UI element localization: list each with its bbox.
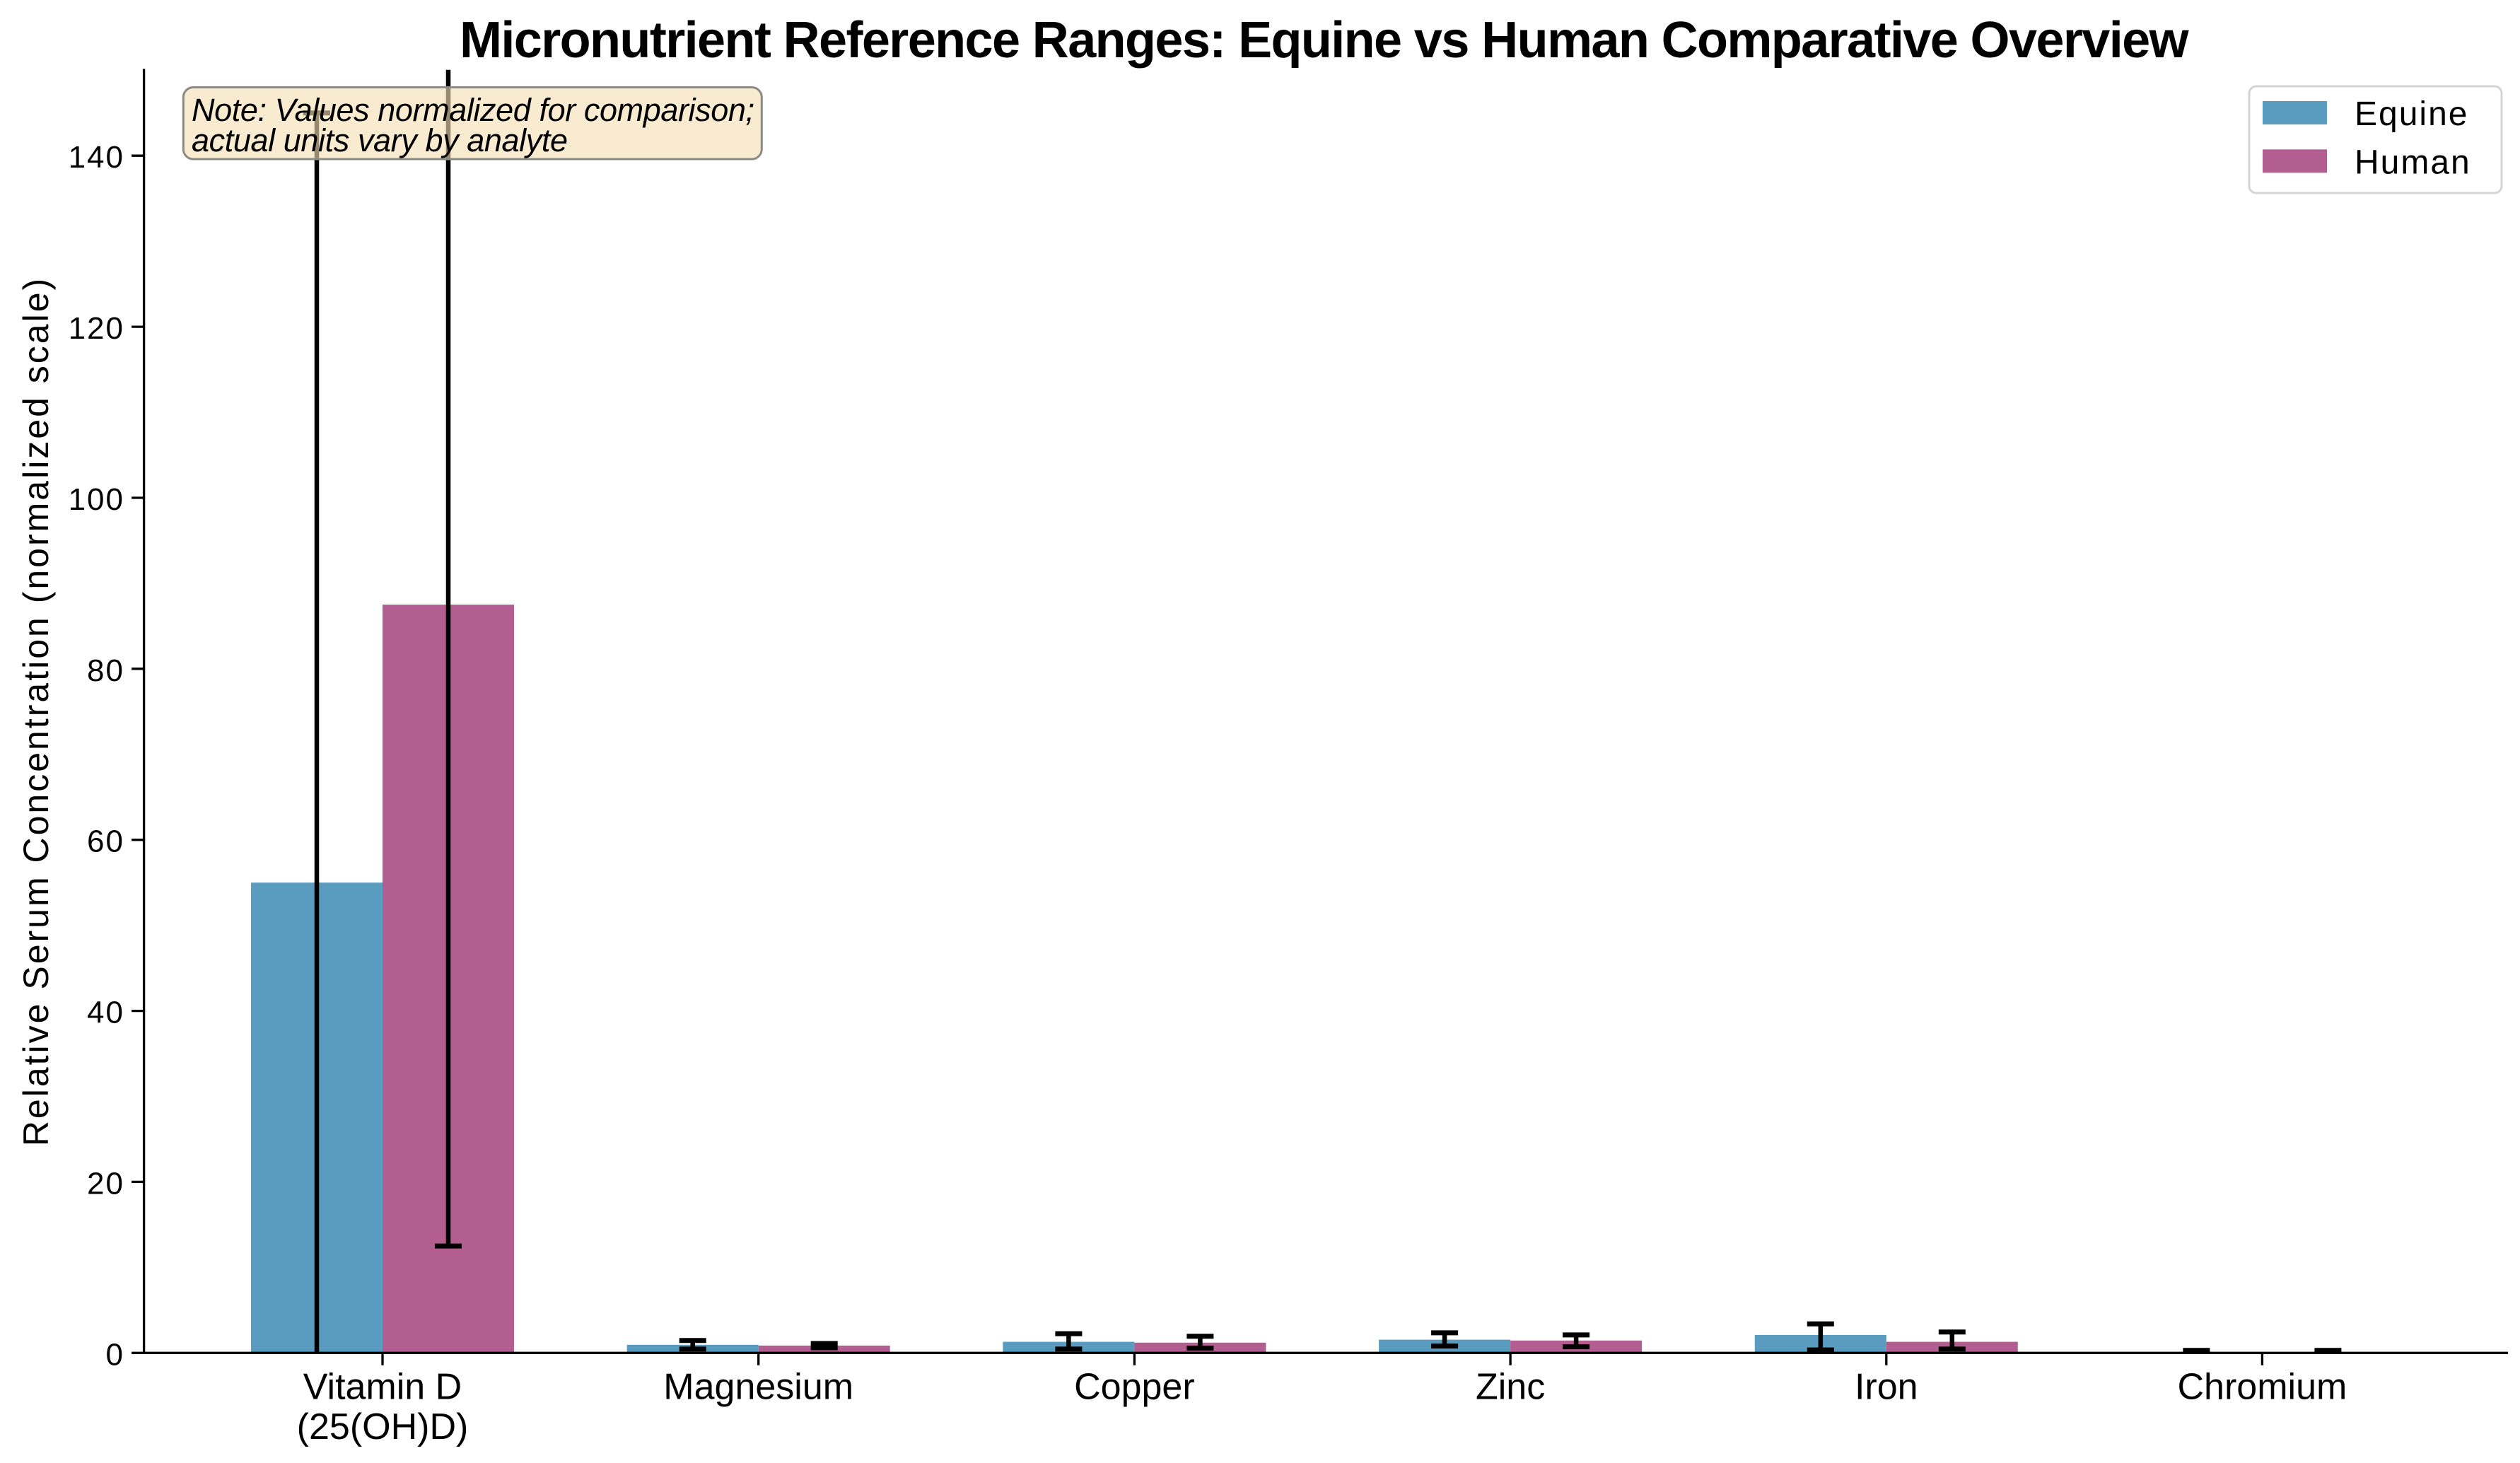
svg-text:Iron: Iron <box>1855 1367 1918 1408</box>
svg-text:120: 120 <box>69 311 124 346</box>
svg-text:Note: Values normalized for co: Note: Values normalized for comparison; <box>192 92 754 128</box>
svg-text:Zinc: Zinc <box>1476 1367 1545 1408</box>
svg-text:Equine: Equine <box>2355 95 2468 133</box>
svg-text:Copper: Copper <box>1074 1367 1195 1408</box>
svg-text:Relative Serum Concentration (: Relative Serum Concentration (normalized… <box>16 276 56 1146</box>
svg-text:(25(OH)D): (25(OH)D) <box>297 1406 469 1447</box>
svg-text:40: 40 <box>87 996 124 1030</box>
svg-text:140: 140 <box>69 140 124 175</box>
svg-text:Magnesium: Magnesium <box>663 1367 853 1408</box>
svg-text:Micronutrient Reference Ranges: Micronutrient Reference Ranges: Equine v… <box>460 12 2190 69</box>
svg-text:actual units vary by analyte: actual units vary by analyte <box>192 122 568 158</box>
svg-text:20: 20 <box>87 1166 124 1201</box>
svg-text:0: 0 <box>106 1337 124 1372</box>
svg-text:80: 80 <box>87 653 124 688</box>
svg-text:Chromium: Chromium <box>2177 1367 2347 1408</box>
svg-text:100: 100 <box>69 482 124 517</box>
svg-text:60: 60 <box>87 824 124 859</box>
svg-text:Human: Human <box>2355 144 2471 182</box>
svg-text:Vitamin D: Vitamin D <box>303 1367 462 1408</box>
